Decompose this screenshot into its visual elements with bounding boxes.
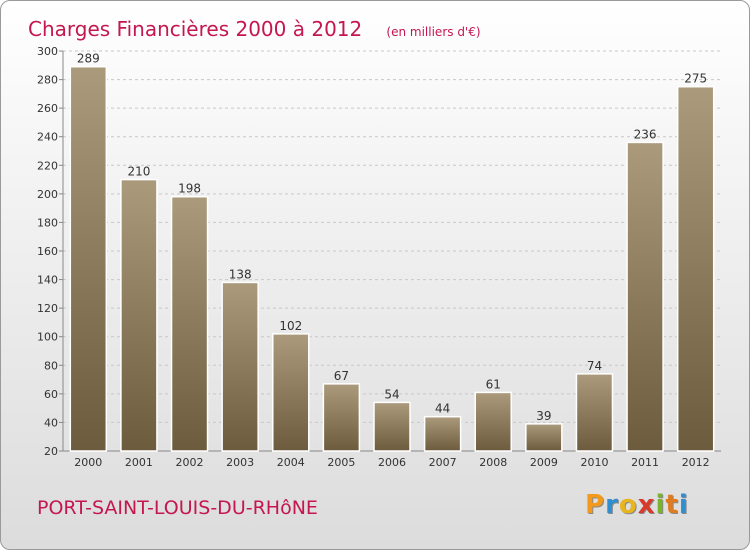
bar-value-label: 61: [486, 377, 501, 391]
x-tick-label: 2012: [682, 456, 710, 469]
y-tick-label: 180: [37, 216, 58, 229]
bar-value-label: 102: [279, 319, 302, 333]
bar-2009: [525, 423, 563, 452]
bar-value-label: 198: [178, 182, 201, 196]
x-tick-label: 2009: [530, 456, 558, 469]
x-tick-label: 2001: [125, 456, 153, 469]
y-tick-label: 40: [44, 416, 58, 429]
bar-2007: [423, 415, 462, 452]
y-tick-label: 300: [37, 45, 58, 58]
bar-value-label: 289: [77, 52, 100, 66]
bar-value-label: 236: [634, 127, 657, 141]
brand-logo: Proxiti: [585, 490, 689, 520]
brand-letter: r: [605, 490, 619, 520]
y-tick-label: 260: [37, 102, 58, 115]
bar-value-label: 39: [536, 409, 551, 423]
commune-name: PORT-SAINT-LOUIS-DU-RHôNE: [37, 497, 318, 519]
bar-value-label: 210: [127, 165, 150, 179]
brand-letter: i: [655, 490, 666, 520]
x-tick-label: 2010: [580, 456, 608, 469]
chart-title-text: Charges Financières 2000 à 2012: [28, 17, 363, 41]
bar-value-label: 138: [229, 267, 252, 281]
y-tick-label: 280: [37, 74, 58, 87]
x-tick-label: 2003: [226, 456, 254, 469]
x-tick-label: 2011: [631, 456, 659, 469]
bar-2003: [221, 281, 259, 452]
y-tick-label: 20: [44, 445, 58, 458]
y-tick-label: 120: [37, 302, 58, 315]
bar-value-label: 74: [587, 359, 602, 373]
chart-title: Charges Financières 2000 à 2012 (en mill…: [28, 6, 481, 44]
y-tick-label: 100: [37, 331, 58, 344]
x-tick-label: 2004: [277, 456, 305, 469]
bar-2008: [474, 391, 512, 452]
brand-letter: x: [637, 490, 656, 520]
bar-value-label: 67: [334, 369, 349, 383]
bar-2002: [170, 195, 209, 452]
y-tick-label: 140: [37, 274, 58, 287]
y-tick-label: 220: [37, 159, 58, 172]
bar-2006: [373, 401, 411, 452]
bar-2005: [322, 383, 361, 452]
grid-lines: [63, 50, 721, 423]
brand-letter: o: [618, 490, 638, 520]
bar-value-label: 44: [435, 402, 450, 416]
bar-2010: [575, 373, 614, 452]
x-tick-label: 2008: [479, 456, 507, 469]
bar-2004: [272, 333, 310, 452]
bar-2011: [626, 141, 664, 452]
bar-2012: [676, 85, 715, 452]
y-tick-label: 200: [37, 188, 58, 201]
brand-letter: i: [678, 490, 689, 520]
bar-value-label: 275: [684, 72, 707, 86]
x-tick-label: 2002: [176, 456, 204, 469]
y-tick-label: 240: [37, 131, 58, 144]
y-tick-label: 160: [37, 245, 58, 258]
bars: [69, 65, 715, 452]
x-tick-label: 2007: [429, 456, 457, 469]
x-tick-label: 2005: [327, 456, 355, 469]
chart-unit-note: (en milliers d'€): [386, 25, 481, 39]
bar-2001: [120, 178, 158, 452]
x-tick-label: 2006: [378, 456, 406, 469]
bar-2000: [69, 65, 108, 452]
x-tick-label: 2000: [74, 456, 102, 469]
y-tick-label: 80: [44, 359, 58, 372]
labels: 20 40 60 80 100 120 140 160 180 200 220 240 260 280 30…: [37, 45, 710, 469]
bar-value-label: 54: [384, 387, 399, 401]
brand-letter: P: [585, 490, 606, 520]
y-tick-label: 60: [44, 388, 58, 401]
brand-letter: t: [665, 490, 679, 520]
